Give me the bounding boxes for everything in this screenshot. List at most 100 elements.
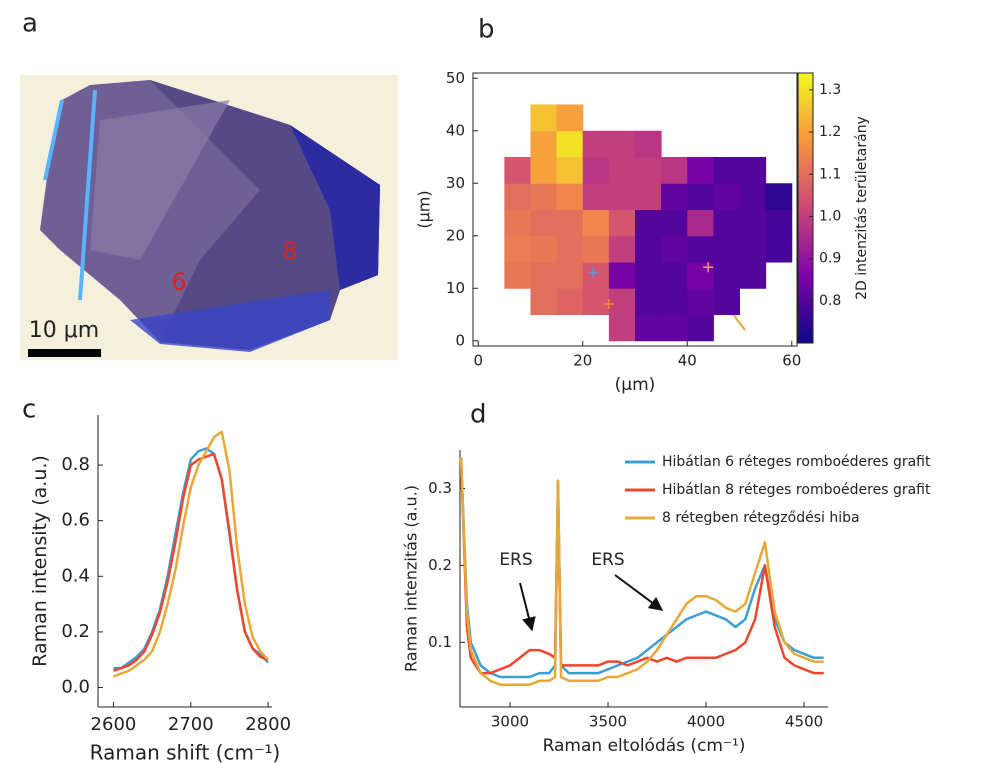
heat-cell <box>687 209 714 237</box>
x-tick-label: 3500 <box>589 713 627 731</box>
heat-cell <box>687 157 714 184</box>
colorbar-tick-label: 1.1 <box>819 166 841 182</box>
heat-cell <box>582 288 610 315</box>
heat-cell <box>608 288 636 315</box>
y-tick-label: 20 <box>446 226 465 244</box>
heat-cell <box>661 235 688 263</box>
heat-cell <box>582 130 610 158</box>
colorbar-tick-label: 0.8 <box>819 293 841 309</box>
marker <box>603 299 614 309</box>
heat-cell <box>635 314 662 342</box>
x-tick-label: 2800 <box>245 714 291 735</box>
line-series <box>459 457 824 686</box>
x-axis-label: Raman shift (cm⁻¹) <box>90 740 281 763</box>
y-axis-label: Raman intenzitás (a.u.) <box>402 485 421 672</box>
x-tick-label: 20 <box>573 352 592 370</box>
heat-cell <box>687 288 714 315</box>
heat-cell <box>635 183 662 210</box>
flake-region <box>90 100 230 260</box>
y-tick-label: 50 <box>446 69 465 87</box>
heat-cell <box>582 157 610 184</box>
heat-cell <box>504 235 531 263</box>
heat-cell <box>530 130 558 158</box>
colorbar-tick-label: 1.3 <box>819 82 841 98</box>
heat-cell <box>582 209 610 237</box>
heat-cell <box>608 235 636 263</box>
y-tick-label: 30 <box>446 174 465 192</box>
y-tick-label: 0.4 <box>61 565 90 586</box>
y-tick-label: 40 <box>446 121 465 139</box>
line-series <box>113 452 269 672</box>
heat-cell <box>608 157 636 184</box>
heat-cell <box>765 183 793 210</box>
heat-cell <box>556 130 584 158</box>
plot-frame <box>472 72 798 347</box>
heat-cell <box>530 183 558 210</box>
heat-cell <box>635 262 662 289</box>
heat-cell <box>713 235 741 263</box>
panel-label: d <box>470 400 487 430</box>
x-tick-label: 40 <box>678 352 697 370</box>
heat-cell <box>608 130 636 158</box>
heat-cell <box>556 235 584 263</box>
heat-cell <box>661 262 688 289</box>
flake-edge <box>290 125 380 290</box>
colorbar-tick-label: 1.2 <box>819 124 841 140</box>
y-tick-label: 0.6 <box>61 510 90 531</box>
heat-cell <box>608 209 636 237</box>
marker <box>588 267 599 278</box>
heat-cell <box>739 235 767 263</box>
heat-cell <box>713 183 741 210</box>
arrow <box>614 574 664 611</box>
x-axis-label: Raman eltolódás (cm⁻¹) <box>543 736 746 756</box>
colorbar-tick-label: 0.9 <box>819 251 841 267</box>
heat-cell <box>635 157 662 184</box>
heat-cell <box>739 183 767 210</box>
panel-label: b <box>478 15 495 45</box>
y-tick-label: 0.2 <box>61 621 90 642</box>
legend-label: Hibátlan 8 réteges romboéderes grafit <box>662 482 931 498</box>
y-tick-label: 0.8 <box>61 454 90 475</box>
heat-cell <box>765 235 793 263</box>
legend-label: 8 rétegben rétegződési hiba <box>662 510 860 526</box>
heat-cell <box>582 183 610 210</box>
line-series <box>113 447 270 670</box>
heat-cell <box>713 157 741 184</box>
heat-cell <box>687 262 714 289</box>
heat-cell <box>687 183 714 210</box>
legend-label: Hibátlan 6 réteges romboéderes grafit <box>662 454 931 470</box>
heat-cell <box>739 262 767 289</box>
heat-cell <box>556 262 584 289</box>
heat-cell <box>530 209 558 237</box>
heat-cell <box>608 262 636 289</box>
flake-edge <box>130 290 330 352</box>
y-tick-label: 0.0 <box>61 677 90 698</box>
heat-cell <box>635 288 662 315</box>
heat-cell <box>556 104 584 132</box>
x-tick-label: 60 <box>782 352 801 370</box>
micrograph: 10 μm 6 8 <box>20 75 398 360</box>
heat-cell <box>504 157 531 184</box>
marker <box>703 262 714 273</box>
heat-cell <box>661 314 688 342</box>
annotation: ERS <box>499 550 532 570</box>
colorbar-label: 2D intenzitás területarány <box>854 116 870 300</box>
heat-cell <box>556 288 584 315</box>
colorbar <box>797 72 814 344</box>
heat-cell <box>739 209 767 237</box>
arrow <box>519 582 536 632</box>
heat-cell <box>739 157 767 184</box>
panel-label: c <box>22 395 36 425</box>
heat-cell <box>530 288 558 315</box>
x-tick-label: 3000 <box>491 713 529 731</box>
layer-label: 6 <box>171 268 186 296</box>
heat-cell <box>661 157 688 184</box>
heat-cell <box>530 104 558 132</box>
scale-bar-label: 10 μm <box>29 318 99 343</box>
line-series <box>459 457 824 675</box>
annotation: ERS <box>591 550 624 570</box>
layer-label: 8 <box>282 237 297 265</box>
x-tick-label: 4500 <box>785 713 823 731</box>
x-tick-label: 0 <box>473 352 483 370</box>
x-tick-label: 2700 <box>168 714 214 735</box>
